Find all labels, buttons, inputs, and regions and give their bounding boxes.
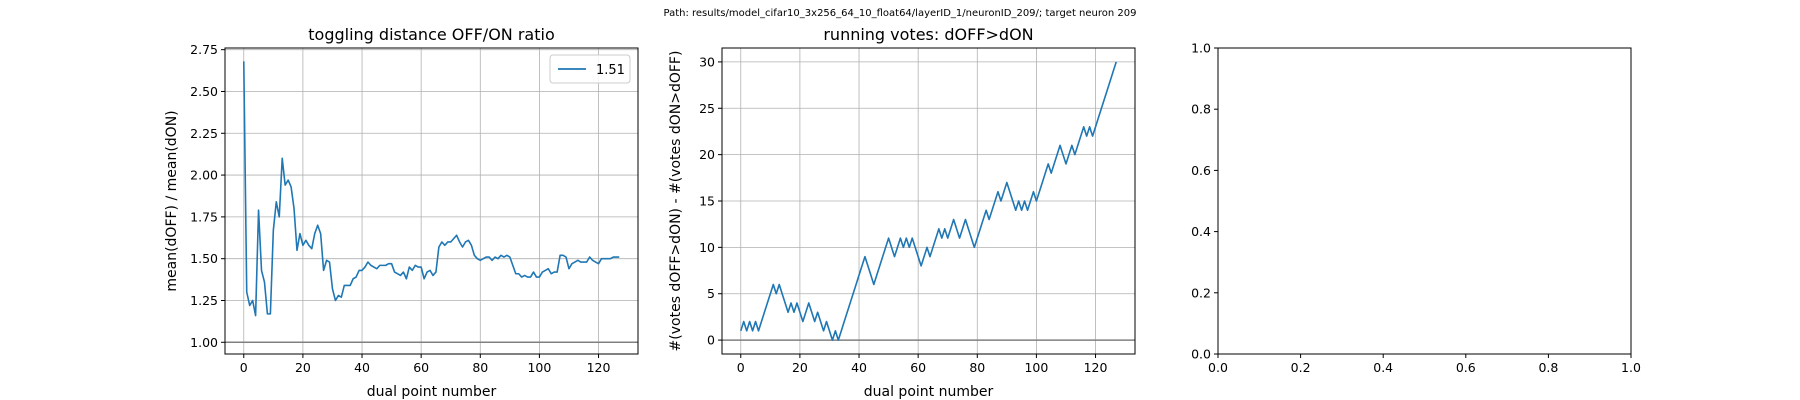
x-tick-label: 0.0	[1208, 360, 1228, 375]
y-tick-label: 0.2	[1191, 285, 1211, 300]
x-tick-label: 0.4	[1373, 360, 1393, 375]
y-tick-label: 5	[707, 286, 715, 301]
x-tick-label: 80	[472, 360, 488, 375]
x-tick-label: 100	[1024, 360, 1048, 375]
y-tick-label: 1.00	[190, 335, 218, 350]
x-tick-label: 60	[413, 360, 429, 375]
y-tick-label: 10	[699, 240, 715, 255]
y-axis-label: #(votes dOFF>dON) - #(votes dON>dOFF)	[668, 51, 684, 352]
y-tick-label: 25	[699, 101, 715, 116]
y-tick-label: 20	[699, 147, 715, 162]
y-tick-label: 1.25	[190, 293, 218, 308]
legend-label: 1.51	[596, 63, 625, 78]
figure-suptitle: Path: results/model_cifar10_3x256_64_10_…	[664, 8, 1137, 19]
x-tick-label: 80	[969, 360, 985, 375]
series-line	[740, 61, 1117, 341]
x-tick-label: 0.6	[1456, 360, 1476, 375]
y-tick-label: 0.4	[1191, 224, 1211, 239]
y-tick-label: 0	[707, 333, 715, 348]
y-tick-label: 1.50	[190, 251, 218, 266]
x-tick-label: 60	[910, 360, 926, 375]
x-axis-label: dual point number	[864, 384, 994, 400]
chart-title: toggling distance OFF/ON ratio	[308, 25, 554, 44]
axes-frame	[1217, 47, 1632, 355]
x-tick-label: 40	[354, 360, 370, 375]
x-tick-label: 0	[240, 360, 248, 375]
y-tick-label: 2.75	[190, 42, 218, 57]
x-tick-label: 40	[851, 360, 867, 375]
y-tick-label: 0.8	[1191, 102, 1211, 117]
y-axis-label: mean(dOFF) / mean(dON)	[164, 110, 180, 291]
axes-frame	[224, 47, 639, 355]
legend-box	[549, 54, 631, 84]
y-tick-label: 1.0	[1191, 41, 1211, 56]
y-tick-label: 30	[699, 54, 715, 69]
y-tick-label: 2.00	[190, 168, 218, 183]
chart-toggling-ratio: toggling distance OFF/ON ratio dual poin…	[164, 25, 639, 400]
y-tick-label: 2.50	[190, 84, 218, 99]
x-tick-label: 100	[527, 360, 551, 375]
chart-running-votes: running votes: dOFF>dON dual point numbe…	[668, 25, 1136, 400]
series-line	[242, 61, 620, 317]
chart-title: running votes: dOFF>dON	[823, 25, 1033, 44]
y-tick-label: 0.0	[1191, 347, 1211, 362]
y-tick-label: 2.25	[190, 126, 218, 141]
x-tick-label: 0	[737, 360, 745, 375]
y-tick-label: 0.6	[1191, 163, 1211, 178]
x-tick-label: 0.8	[1538, 360, 1558, 375]
x-tick-label: 120	[587, 360, 611, 375]
legend: 1.51	[549, 54, 631, 84]
chart-empty-axes: 0.0 0.2 0.4 0.6 0.8 1.0 0.0 0.2 0.4 0.6 0.8 1.0	[1191, 41, 1641, 376]
x-tick-label: 20	[295, 360, 311, 375]
y-tick-label: 1.75	[190, 209, 218, 224]
x-tick-label: 20	[792, 360, 808, 375]
x-tick-label: 120	[1084, 360, 1108, 375]
x-axis-label: dual point number	[367, 384, 497, 400]
x-tick-label: 0.2	[1291, 360, 1311, 375]
y-tick-label: 15	[699, 194, 715, 209]
x-tick-label: 1.0	[1621, 360, 1641, 375]
